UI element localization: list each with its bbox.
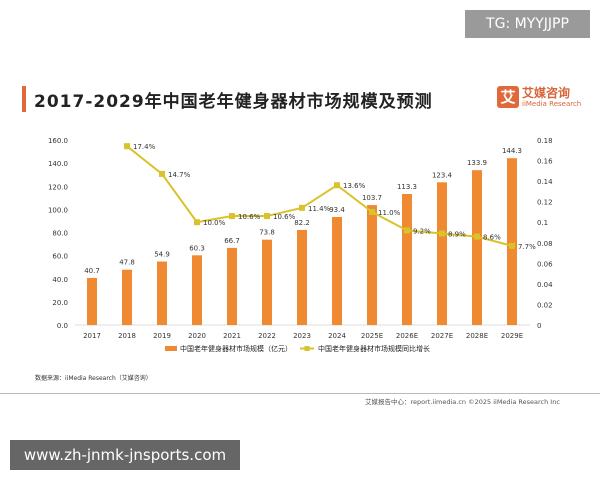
right-axis-tick: 0.16 [537, 158, 553, 166]
x-axis-tick: 2027E [431, 332, 453, 340]
logo-text-cn: 艾媒咨询 [522, 86, 571, 100]
left-axis-tick: 80.0 [52, 230, 68, 238]
right-axis-tick: 0.1 [537, 219, 548, 227]
bar [367, 205, 377, 325]
bar-label: 133.9 [467, 159, 487, 167]
bar [297, 229, 307, 325]
left-axis-tick: 60.0 [52, 253, 68, 261]
x-axis-tick: 2024 [328, 332, 346, 340]
bar [87, 277, 97, 325]
growth-label: 10.6% [238, 213, 261, 221]
x-axis-tick: 2018 [118, 332, 136, 340]
bar-label: 73.8 [259, 229, 275, 237]
growth-label: 8.9% [448, 231, 466, 239]
legend-bar-label: 中国老年健身器材市场规模（亿元） [180, 344, 292, 353]
growth-label: 11.4% [308, 205, 331, 213]
logo-text-en: iiMedia Research [522, 100, 582, 108]
growth-point [509, 242, 515, 249]
growth-point [369, 208, 375, 215]
growth-label: 10.6% [273, 213, 296, 221]
bar-label: 82.2 [294, 219, 310, 227]
x-axis-tick: 2026E [396, 332, 418, 340]
x-axis-tick: 2017 [83, 332, 101, 340]
growth-point [159, 170, 165, 177]
bar-label: 60.3 [189, 244, 205, 252]
growth-point [229, 213, 235, 220]
bar-label: 54.9 [154, 251, 170, 259]
left-axis-tick: 120.0 [48, 183, 68, 191]
watermark-top: TG: MYYJJPP [465, 10, 590, 38]
left-axis-tick: 40.0 [52, 276, 68, 284]
x-axis-tick: 2019 [153, 332, 171, 340]
right-axis-tick: 0.06 [537, 260, 553, 268]
x-axis-tick: 2023 [293, 332, 311, 340]
growth-point [264, 213, 270, 220]
bar-label: 66.7 [224, 237, 240, 245]
x-axis-tick: 2025E [361, 332, 383, 340]
bar-label: 113.3 [397, 183, 417, 191]
growth-point [124, 143, 130, 150]
growth-label: 11.0% [378, 209, 401, 217]
growth-label: 17.4% [133, 143, 156, 151]
bar [437, 182, 447, 325]
right-axis-tick: 0.04 [537, 281, 553, 289]
bar [262, 239, 272, 325]
right-axis-tick: 0.08 [537, 240, 553, 248]
bar [157, 261, 167, 325]
right-axis-tick: 0.18 [537, 137, 553, 145]
bar [192, 255, 202, 325]
data-source: 数据来源：iiMedia Research（艾媒咨询） [35, 375, 152, 382]
divider [0, 393, 600, 394]
growth-point [439, 230, 445, 237]
growth-point [194, 219, 200, 226]
growth-label: 8.6% [483, 234, 501, 242]
legend-line-marker [304, 346, 310, 351]
x-axis-tick: 2020 [188, 332, 206, 340]
bar [402, 193, 412, 325]
x-axis-tick: 2029E [501, 332, 523, 340]
bar-label: 103.7 [362, 194, 382, 202]
left-axis-tick: 100.0 [48, 206, 68, 214]
chart-title: 2017-2029年中国老年健身器材市场规模及预测 [34, 92, 433, 112]
growth-point [474, 233, 480, 240]
growth-label: 9.2% [413, 227, 431, 235]
imedia-logo-icon: 艾 [497, 86, 519, 108]
left-axis-tick: 160.0 [48, 137, 68, 145]
bar-label: 123.4 [432, 171, 453, 179]
right-axis-tick: 0.02 [537, 301, 553, 309]
right-axis-tick: 0.12 [537, 199, 553, 207]
growth-label: 7.7% [518, 243, 536, 251]
legend-line-label: 中国老年健身器材市场规模同比增长 [318, 344, 430, 353]
bar-label: 47.8 [119, 259, 135, 267]
bar [227, 247, 237, 325]
x-axis-tick: 2022 [258, 332, 276, 340]
growth-label: 10.0% [203, 219, 226, 227]
title-accent-bar [22, 86, 26, 112]
growth-label: 13.6% [343, 182, 366, 190]
bar [122, 269, 132, 325]
right-axis-tick: 0.14 [537, 178, 553, 186]
bar [332, 217, 342, 325]
bar-label: 40.7 [84, 267, 100, 275]
legend-bar-swatch [165, 346, 177, 351]
footer-text: 艾媒报告中心：report.iimedia.cn ©2025 iiMedia R… [365, 398, 560, 406]
bar-label: 93.4 [329, 206, 345, 214]
left-axis-tick: 20.0 [52, 299, 68, 307]
growth-point [404, 227, 410, 234]
bar [507, 158, 517, 325]
right-axis-tick: 0 [537, 322, 541, 330]
watermark-bottom: www.zh-jnmk-jnsports.com [10, 440, 240, 470]
growth-point [334, 182, 340, 189]
bar [472, 170, 482, 325]
bar-label: 144.3 [502, 147, 522, 155]
growth-point [299, 204, 305, 211]
left-axis-tick: 0.0 [57, 322, 68, 330]
x-axis-tick: 2028E [466, 332, 488, 340]
x-axis-tick: 2021 [223, 332, 241, 340]
left-axis-tick: 140.0 [48, 160, 68, 168]
growth-line [126, 145, 513, 247]
growth-label: 14.7% [168, 171, 191, 179]
